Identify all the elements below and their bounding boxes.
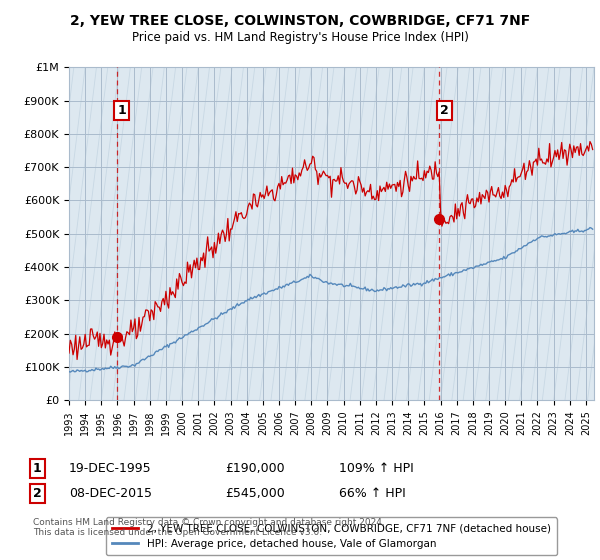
Text: £545,000: £545,000 <box>225 487 285 500</box>
Text: 19-DEC-1995: 19-DEC-1995 <box>69 462 152 475</box>
Text: £190,000: £190,000 <box>225 462 284 475</box>
Text: 08-DEC-2015: 08-DEC-2015 <box>69 487 152 500</box>
Text: Contains HM Land Registry data © Crown copyright and database right 2024.
This d: Contains HM Land Registry data © Crown c… <box>33 518 385 538</box>
Text: 66% ↑ HPI: 66% ↑ HPI <box>339 487 406 500</box>
Text: 1: 1 <box>118 104 126 117</box>
Text: 2: 2 <box>440 104 449 117</box>
Text: 2: 2 <box>33 487 42 500</box>
Text: 2, YEW TREE CLOSE, COLWINSTON, COWBRIDGE, CF71 7NF: 2, YEW TREE CLOSE, COLWINSTON, COWBRIDGE… <box>70 14 530 28</box>
Legend: 2, YEW TREE CLOSE, COLWINSTON, COWBRIDGE, CF71 7NF (detached house), HPI: Averag: 2, YEW TREE CLOSE, COLWINSTON, COWBRIDGE… <box>106 517 557 555</box>
Text: 1: 1 <box>33 462 42 475</box>
Text: Price paid vs. HM Land Registry's House Price Index (HPI): Price paid vs. HM Land Registry's House … <box>131 31 469 44</box>
Text: 109% ↑ HPI: 109% ↑ HPI <box>339 462 414 475</box>
